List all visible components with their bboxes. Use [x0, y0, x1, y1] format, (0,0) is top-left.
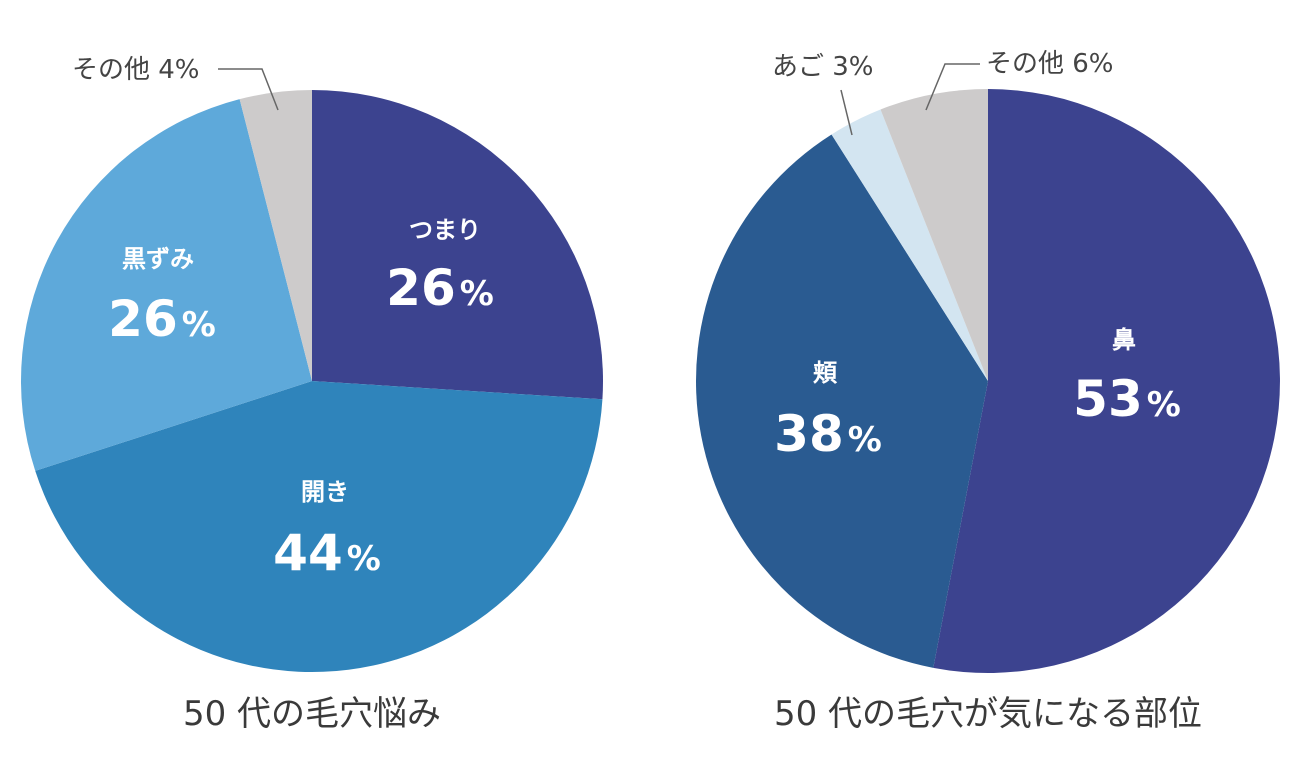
- chart-title: 50 代の毛穴悩み: [183, 694, 441, 734]
- leader-line: [840, 89, 853, 136]
- pie-slice: [239, 90, 312, 381]
- slice-label: 鼻: [1112, 326, 1136, 354]
- leader-line: [218, 68, 279, 111]
- pie-slice: [933, 89, 1280, 673]
- slice-label: 開き: [301, 478, 349, 506]
- pie-slice: [20, 99, 313, 471]
- slice-value-label: 26%: [108, 290, 216, 348]
- pie-slice: [35, 381, 603, 673]
- outside-slice-label: その他 4%: [72, 55, 200, 85]
- chart-title: 50 代の毛穴が気になる部位: [774, 694, 1202, 734]
- pie-slice: [880, 89, 988, 381]
- slice-value-label: 53%: [1073, 370, 1181, 428]
- pie-slice: [696, 134, 988, 668]
- slice-value-label: 44%: [273, 524, 381, 582]
- pie-slice: [831, 109, 988, 381]
- pie-chart-pore-concerns: つまり 26 % 開き 44 % 黒ずみ 26 % その他 4%: [20, 55, 604, 673]
- slice-value-label: 38%: [774, 405, 882, 463]
- slice-label: 黒ずみ: [122, 245, 194, 273]
- slice-label: 頬: [813, 359, 838, 387]
- leader-line: [925, 63, 980, 111]
- outside-slice-label: その他 6%: [986, 49, 1114, 79]
- pie-slice: [312, 90, 604, 400]
- slice-label: つまり: [409, 216, 481, 244]
- pie-chart-pore-areas: 鼻 53 % 頬 38 % あご 3% その他 6%: [696, 49, 1280, 673]
- slice-value-label: 26%: [386, 259, 494, 317]
- outside-slice-label: あご 3%: [772, 52, 874, 82]
